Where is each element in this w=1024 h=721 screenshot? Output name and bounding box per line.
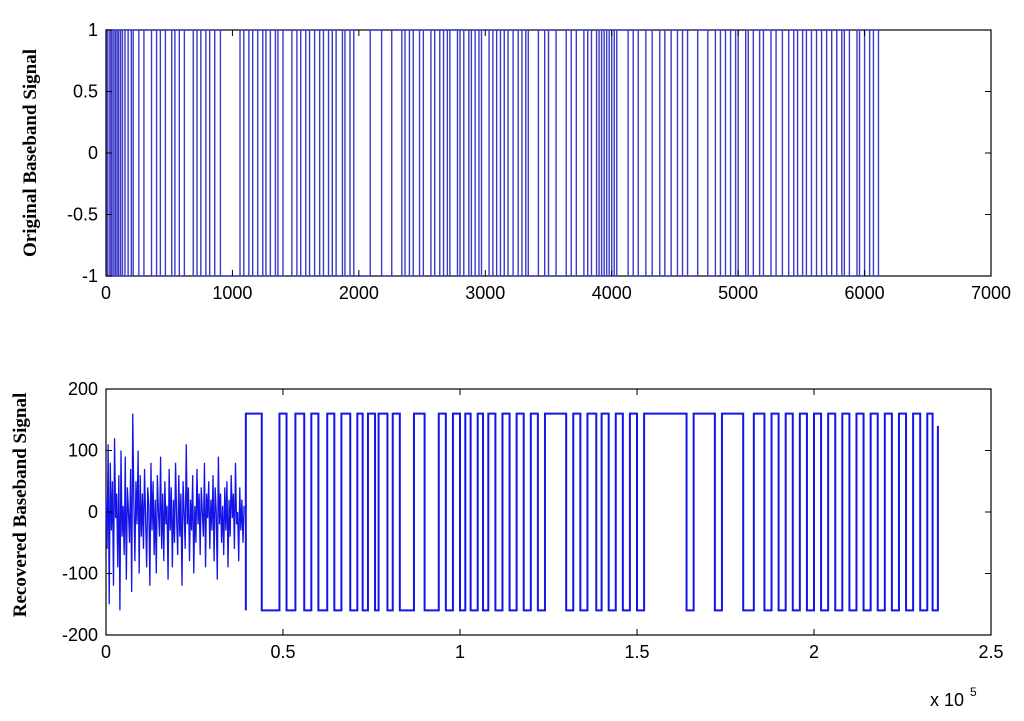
bottom-xtick-label: 2: [809, 642, 819, 662]
bottom-xtick-label: 0: [101, 642, 111, 662]
bottom-xtick-label: 0.5: [270, 642, 295, 662]
bottom-ytick-label: 100: [68, 441, 98, 461]
x-multiplier-label: x 10: [930, 690, 964, 710]
top-xtick-label: 7000: [971, 283, 1011, 303]
bottom-axes: [105, 388, 992, 636]
bottom-ytick-label: 0: [88, 502, 98, 522]
top-signal-path: [106, 29, 882, 277]
top-y-ticks: -1 -0.5 0 0.5 1: [67, 20, 991, 286]
bottom-xtick-label: 1.5: [624, 642, 649, 662]
top-xtick-label: 1000: [212, 283, 252, 303]
top-xtick-label: 6000: [845, 283, 885, 303]
bottom-y-ticks: -200 -100 0 100 200: [62, 379, 991, 645]
top-xtick-label: 3000: [465, 283, 505, 303]
top-x-ticks: 0 1000 2000 3000 4000 5000 6000 7000: [101, 30, 1011, 303]
bottom-ytick-label: 200: [68, 379, 98, 399]
bottom-xtick-label: 1: [455, 642, 465, 662]
bottom-signal-line: [105, 412, 939, 612]
top-ylabel: Original Baseband Signal: [20, 49, 41, 257]
bottom-x-ticks: 0 0.5 1 1.5 2 2.5: [101, 389, 1004, 662]
top-xtick-label: 0: [101, 283, 111, 303]
top-xtick-label: 4000: [592, 283, 632, 303]
top-ytick-label: -1: [82, 266, 98, 286]
bottom-ytick-label: -100: [62, 564, 98, 584]
top-xtick-label: 5000: [718, 283, 758, 303]
x-multiplier-exponent: 5: [970, 685, 977, 699]
bottom-ylabel: Recovered Baseband Signal: [10, 393, 31, 618]
top-ytick-label: -0.5: [67, 205, 98, 225]
top-ytick-label: 1: [88, 20, 98, 40]
bottom-square-path: [244, 412, 939, 612]
bottom-xtick-label: 2.5: [978, 642, 1003, 662]
top-signal-line: [106, 29, 882, 277]
top-subplot: Original Baseband Signal -1 -0.5 0 0.5 1 0 10…: [20, 20, 1011, 303]
top-ytick-label: 0: [88, 143, 98, 163]
top-ytick-label: 0.5: [73, 82, 98, 102]
bottom-subplot: Recovered Baseband Signal -200-100010020…: [10, 379, 1004, 710]
bottom-noise-path: [105, 413, 245, 611]
top-xtick-label: 2000: [339, 283, 379, 303]
bottom-ytick-label: -200: [62, 625, 98, 645]
